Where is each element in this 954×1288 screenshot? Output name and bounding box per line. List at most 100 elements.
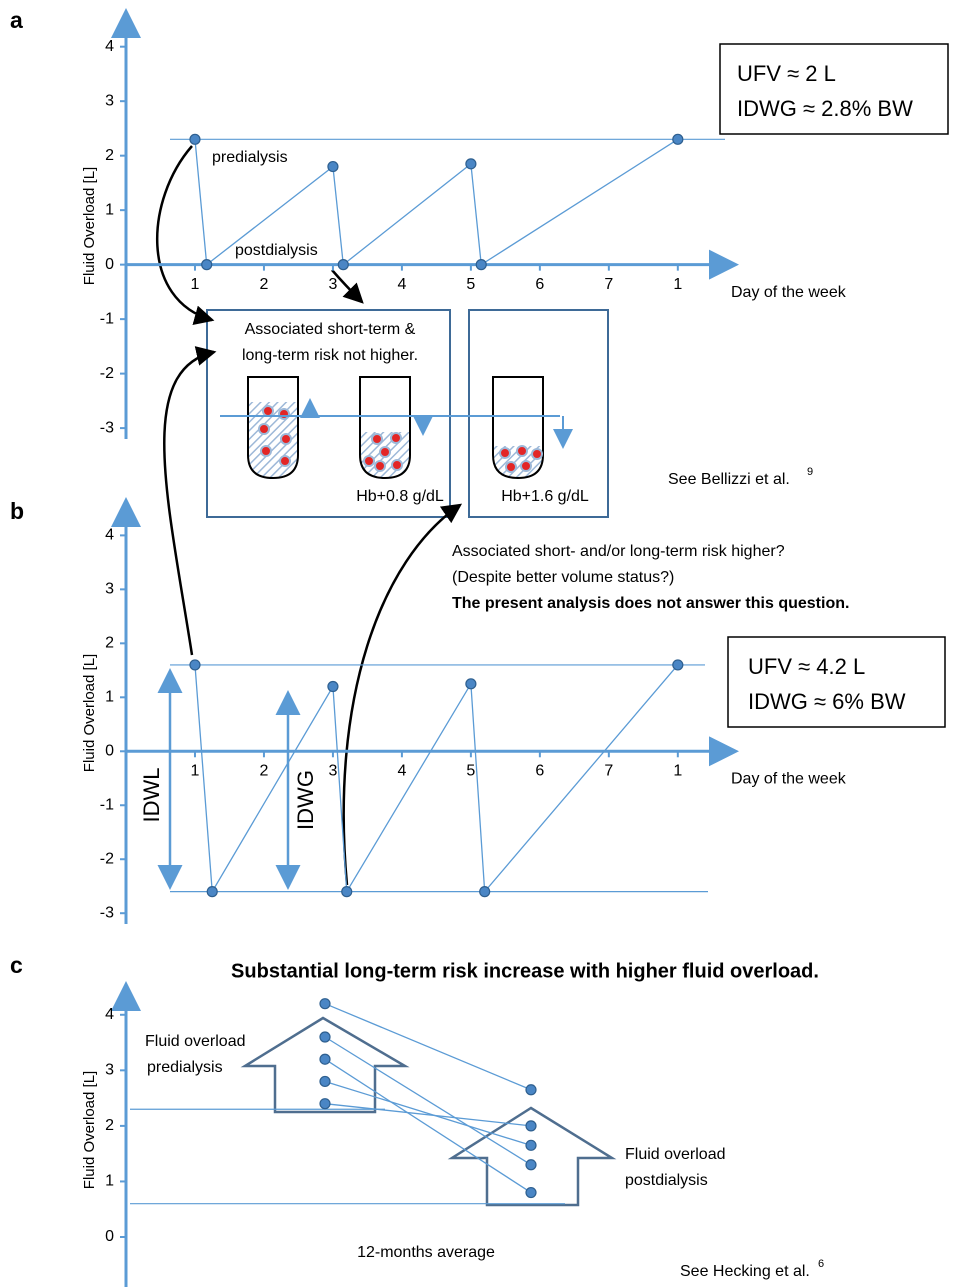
- point: [320, 999, 330, 1009]
- point: [328, 682, 338, 692]
- arrow-label: IDWL: [139, 768, 164, 823]
- y-axis-label: Fluid Overload [L]: [81, 167, 98, 285]
- y-tick-label: 2: [105, 635, 114, 652]
- chart-title: Substantial long-term risk increase with…: [231, 960, 819, 982]
- question: Associated short- and/or long-term risk …: [452, 543, 785, 560]
- y-tick-label: 4: [105, 527, 114, 544]
- point: [320, 1054, 330, 1064]
- y-tick-label: -2: [100, 365, 114, 382]
- point: [342, 887, 352, 897]
- x-tick-label: 6: [535, 276, 544, 293]
- point: [673, 134, 683, 144]
- reference-superscript: 6: [818, 1258, 824, 1270]
- series-line: [325, 1004, 531, 1090]
- point: [190, 134, 200, 144]
- point-label: postdialysis: [235, 242, 318, 259]
- page: a b c UFV ≈ 2 L IDWG ≈ 2.8% BW UFV ≈ 4.2…: [0, 0, 954, 1288]
- reference-superscript: 9: [807, 466, 813, 478]
- x-tick-label: 1: [191, 276, 200, 293]
- x-tick-label: 2: [260, 763, 269, 780]
- point: [526, 1140, 536, 1150]
- x-axis-label: Day of the week: [731, 284, 847, 301]
- box-text: long-term risk not higher.: [242, 347, 418, 364]
- y-tick-label: 3: [105, 1062, 114, 1079]
- y-tick-label: 2: [105, 1117, 114, 1134]
- question-note: The present analysis does not answer thi…: [452, 595, 849, 612]
- figure: a b c UFV ≈ 2 L IDWG ≈ 2.8% BW UFV ≈ 4.2…: [0, 0, 954, 1288]
- y-tick-label: 3: [105, 581, 114, 598]
- y-tick-label: -3: [100, 904, 114, 921]
- arrow-label: predialysis: [147, 1059, 223, 1076]
- x-tick-label: 4: [397, 276, 406, 293]
- x-tick-label: 7: [604, 276, 613, 293]
- arrow-label: postdialysis: [625, 1172, 708, 1189]
- point: [466, 159, 476, 169]
- point: [328, 162, 338, 172]
- panel-label: b: [10, 498, 24, 524]
- y-tick-label: 2: [105, 147, 114, 164]
- y-tick-label: -1: [100, 310, 114, 327]
- y-tick-label: -1: [100, 796, 114, 813]
- reference: See Hecking et al.: [680, 1263, 810, 1280]
- point: [320, 1076, 330, 1086]
- arrow-label: IDWG: [293, 770, 318, 830]
- point: [526, 1085, 536, 1095]
- tube-box: [469, 310, 608, 517]
- tubes: [220, 377, 563, 478]
- point: [207, 887, 217, 897]
- point: [320, 1032, 330, 1042]
- point: [320, 1099, 330, 1109]
- point: [190, 660, 200, 670]
- x-tick-label: 2: [260, 276, 269, 293]
- series-line: [325, 1081, 531, 1145]
- y-tick-label: -2: [100, 850, 114, 867]
- x-tick-label: 6: [535, 763, 544, 780]
- x-tick-label: 1: [191, 763, 200, 780]
- metric: IDWG ≈ 2.8% BW: [737, 96, 913, 121]
- x-tick-label: 5: [466, 763, 475, 780]
- y-tick-label: 1: [105, 689, 114, 706]
- question: (Despite better volume status?): [452, 569, 674, 586]
- point: [202, 260, 212, 270]
- panel-label: a: [10, 7, 23, 33]
- point: [526, 1188, 536, 1198]
- point-label: predialysis: [212, 149, 288, 166]
- y-tick-label: 1: [105, 201, 114, 218]
- point: [673, 660, 683, 670]
- y-tick-label: 3: [105, 92, 114, 109]
- point: [476, 260, 486, 270]
- point: [338, 260, 348, 270]
- metric: UFV ≈ 2 L: [737, 61, 836, 86]
- box-text: Associated short-term &: [245, 321, 416, 338]
- connector: [344, 505, 460, 885]
- metric: IDWG ≈ 6% BW: [748, 689, 906, 714]
- series-line: [325, 1104, 531, 1126]
- y-tick-label: 0: [105, 256, 114, 273]
- x-tick-label: 1: [673, 763, 682, 780]
- tube-label: Hb+1.6 g/dL: [501, 488, 589, 505]
- series-line: [325, 1059, 531, 1192]
- x-tick-label: 7: [604, 763, 613, 780]
- series-line: [325, 1037, 531, 1165]
- y-tick-label: 4: [105, 38, 114, 55]
- point: [526, 1160, 536, 1170]
- arrow-label: Fluid overload: [625, 1146, 726, 1163]
- y-tick-label: 1: [105, 1173, 114, 1190]
- y-axis-label: Fluid Overload [L]: [81, 1071, 98, 1189]
- x-tick-label: 3: [328, 276, 337, 293]
- panel-label: c: [10, 952, 23, 978]
- point: [480, 887, 490, 897]
- x-tick-label: 4: [397, 763, 406, 780]
- x-tick-label: 1: [673, 276, 682, 293]
- y-tick-label: 0: [105, 743, 114, 760]
- reference: See Bellizzi et al.: [668, 471, 790, 488]
- metric: UFV ≈ 4.2 L: [748, 654, 865, 679]
- x-axis-label: Day of the week: [731, 771, 847, 788]
- y-tick-label: -3: [100, 419, 114, 436]
- point: [526, 1121, 536, 1131]
- x-tick-label: 5: [466, 276, 475, 293]
- arrow-label: Fluid overload: [145, 1033, 246, 1050]
- tube-box: [207, 310, 450, 517]
- y-axis-label: Fluid Overload [L]: [81, 654, 98, 772]
- y-tick-label: 0: [105, 1228, 114, 1245]
